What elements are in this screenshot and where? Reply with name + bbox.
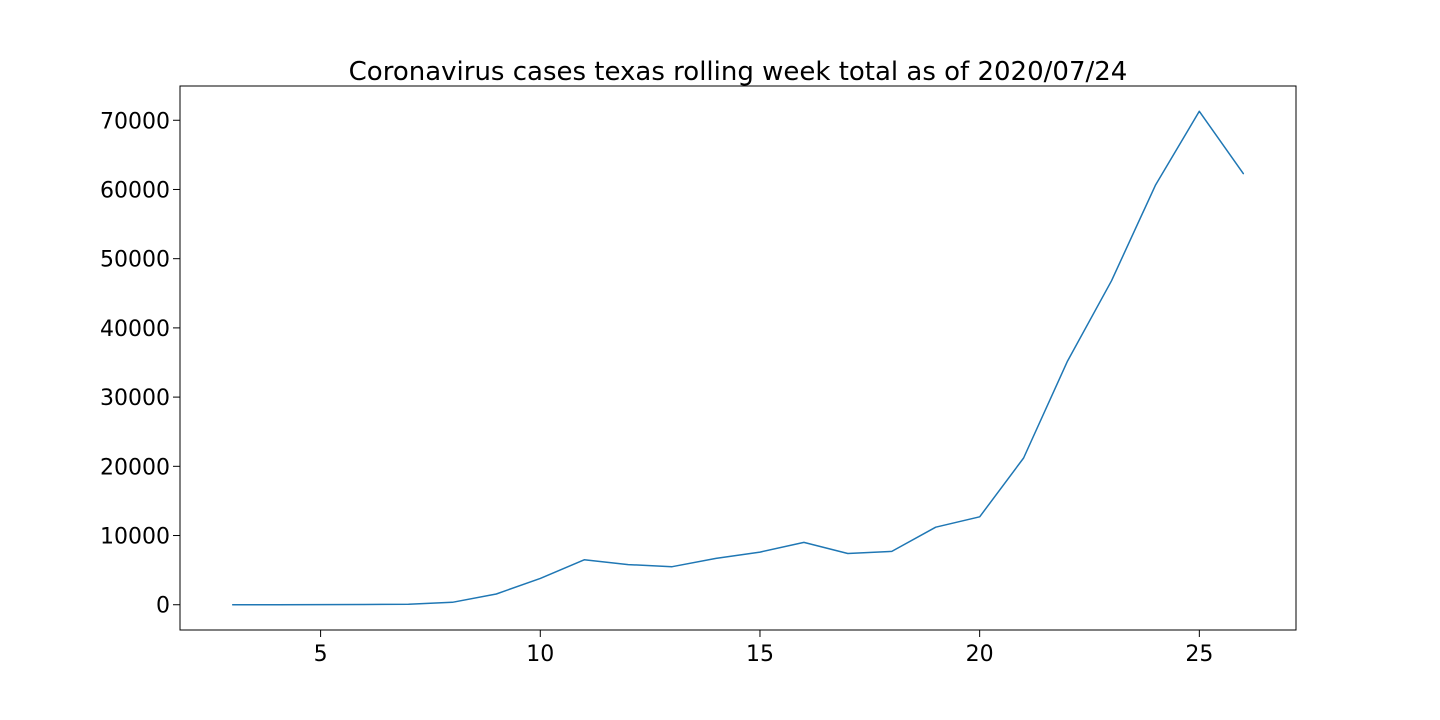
y-tick-label: 0 [156,594,170,619]
y-tick-label: 40000 [100,317,170,342]
x-axis: 5 10 15 20 25 [314,630,1213,667]
x-tick-label: 25 [1185,642,1213,667]
y-tick-label: 50000 [100,248,170,273]
x-tick-label: 15 [746,642,774,667]
y-tick-label: 10000 [100,525,170,550]
y-tick-label: 60000 [100,178,170,203]
y-tick-label: 30000 [100,386,170,411]
y-tick-label: 70000 [100,109,170,134]
x-tick-label: 5 [314,642,328,667]
plot-frame [179,85,1297,631]
y-axis: 0 10000 20000 30000 40000 50000 60000 70000 [100,109,180,619]
x-tick-label: 10 [526,642,554,667]
x-tick-label: 20 [966,642,994,667]
series-line [231,110,1245,606]
y-tick-label: 20000 [100,455,170,480]
chart-title: Coronavirus cases texas rolling week tot… [349,57,1128,87]
